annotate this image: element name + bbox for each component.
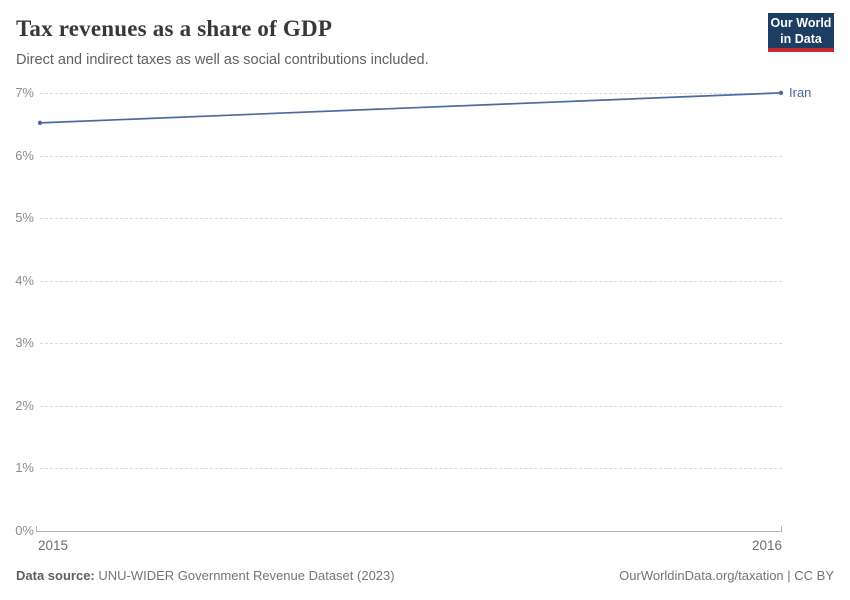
chart-title: Tax revenues as a share of GDP xyxy=(16,16,333,41)
ytick-4: 4% xyxy=(15,273,34,288)
ytick-0: 0% xyxy=(15,523,34,538)
xtick-2016: 2016 xyxy=(751,538,782,553)
x-axis-tick-right xyxy=(781,526,782,532)
ytick-2: 2% xyxy=(15,398,34,413)
owid-logo-line1: Our World xyxy=(770,16,832,30)
data-source-text: UNU-WIDER Government Revenue Dataset (20… xyxy=(94,568,395,583)
chart-subtitle: Direct and indirect taxes as well as soc… xyxy=(16,52,429,68)
ytick-1: 1% xyxy=(15,460,34,475)
data-source: Data source: UNU-WIDER Government Revenu… xyxy=(16,568,395,583)
owid-logo-line2: in Data xyxy=(780,31,822,46)
footer: Data source: UNU-WIDER Government Revenu… xyxy=(16,568,834,583)
x-axis xyxy=(36,526,782,532)
gridline-4pct xyxy=(40,281,782,282)
gridline-5pct xyxy=(40,218,782,219)
ytick-6: 6% xyxy=(15,148,34,163)
x-axis-tick-left xyxy=(36,526,37,532)
gridline-3pct xyxy=(40,343,782,344)
gridline-7pct xyxy=(40,93,782,94)
xtick-2015: 2015 xyxy=(38,538,69,553)
iran-point-2015 xyxy=(37,120,43,126)
ytick-7: 7% xyxy=(15,85,34,100)
series-label: Iran xyxy=(789,84,812,100)
attribution-link[interactable]: OurWorldinData.org/taxation | CC BY xyxy=(619,568,834,583)
owid-logo[interactable]: Our World in Data xyxy=(768,13,834,52)
ytick-5: 5% xyxy=(15,210,34,225)
data-source-label: Data source: xyxy=(16,568,95,583)
gridline-1pct xyxy=(40,468,782,469)
gridline-2pct xyxy=(40,406,782,407)
gridline-6pct xyxy=(40,156,782,157)
iran-line xyxy=(39,92,782,124)
ytick-3: 3% xyxy=(15,335,34,350)
